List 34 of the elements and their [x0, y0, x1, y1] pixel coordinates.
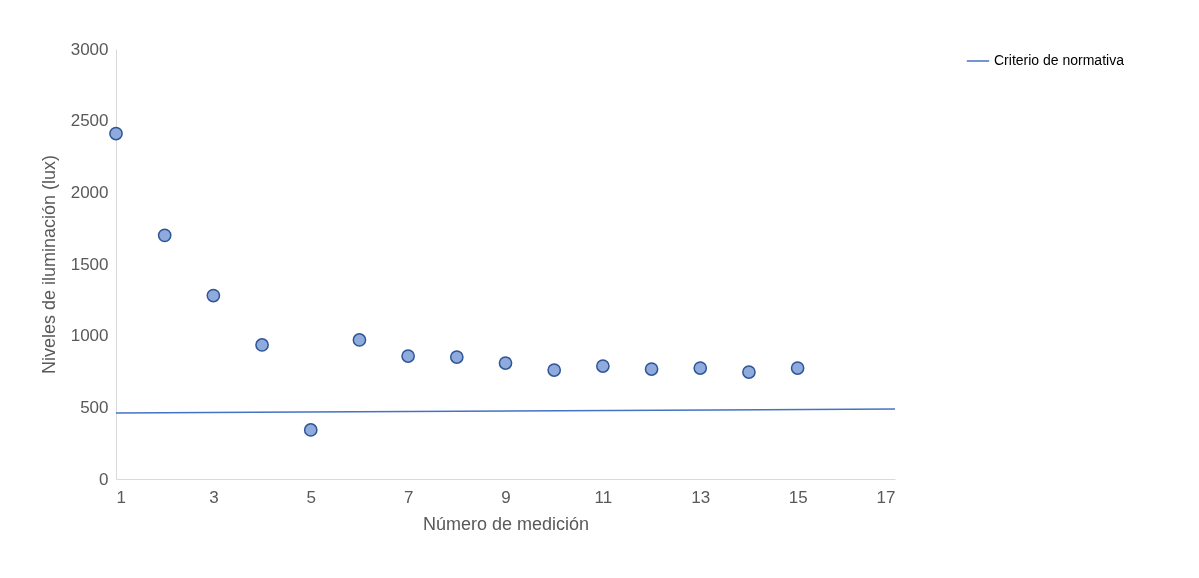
x-tick-label: 7 — [403, 487, 414, 507]
point — [449, 350, 464, 364]
x-tick-label: 17 — [876, 487, 896, 507]
point — [157, 228, 172, 243]
y-tick-label: 1000 — [70, 326, 109, 346]
x-tick-label: 3 — [209, 487, 219, 507]
point — [547, 363, 562, 377]
y-tick-label: 2500 — [70, 111, 109, 131]
y-tick-label: 1500 — [70, 254, 109, 274]
point — [401, 349, 415, 363]
y-tick-label: 500 — [80, 397, 109, 417]
x-axis-title: Número de medición — [422, 513, 590, 534]
point — [596, 359, 610, 373]
point — [303, 423, 318, 437]
y-tick-label: 0 — [99, 469, 109, 489]
y-axis-title: Niveles de iluminación (lux) — [38, 154, 59, 375]
x-tick-label: 13 — [691, 487, 711, 507]
point — [352, 333, 367, 347]
point — [644, 362, 659, 376]
point — [742, 365, 756, 379]
point — [206, 288, 221, 303]
point — [109, 126, 123, 141]
x-tick-label: 1 — [116, 487, 126, 507]
point — [790, 361, 805, 375]
x-tick-label: 15 — [788, 487, 808, 507]
x-tick-label: 11 — [594, 487, 613, 507]
y-tick-label: 3000 — [70, 39, 109, 59]
x-tick-label: 9 — [501, 487, 511, 507]
legend-label: Criterio de normativa — [994, 52, 1125, 68]
x-tick-label: 5 — [306, 487, 316, 507]
point — [693, 361, 708, 375]
point — [255, 338, 269, 352]
point — [498, 356, 513, 370]
y-tick-label: 2000 — [70, 182, 109, 202]
